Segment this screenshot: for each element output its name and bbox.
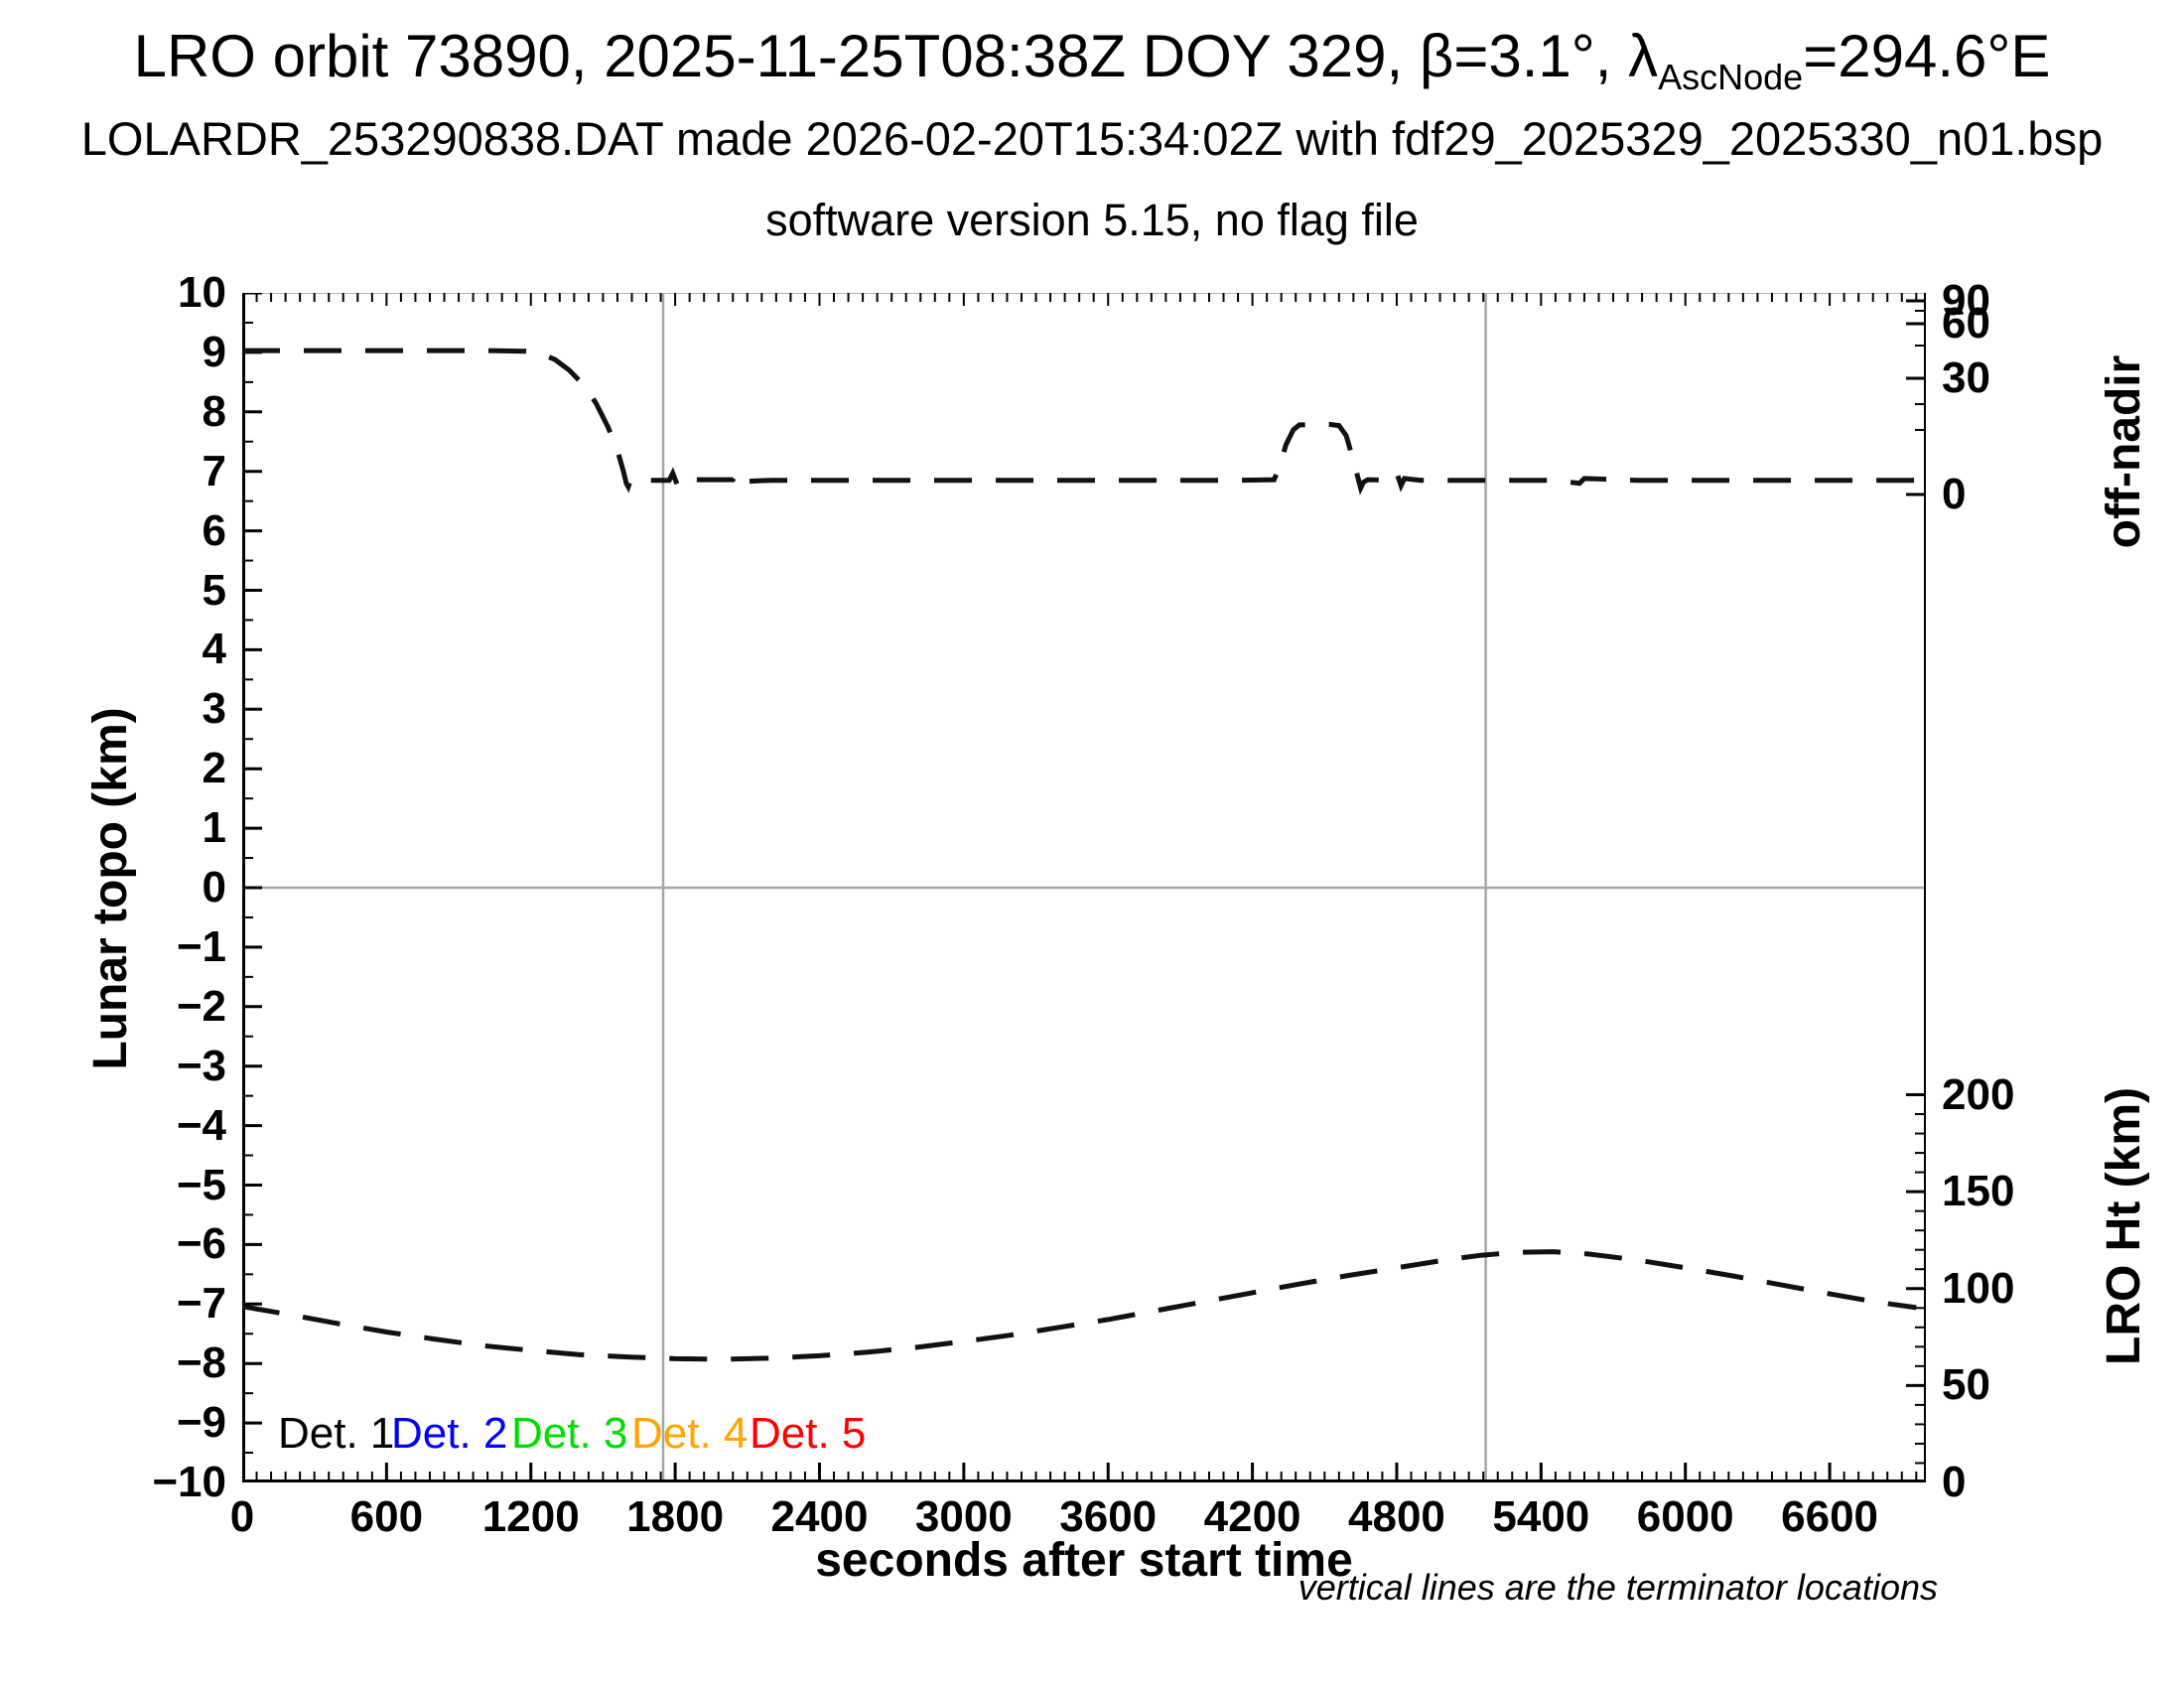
x-tick-label: 4200 (1203, 1492, 1301, 1541)
plot-area (242, 293, 1926, 1482)
terminator-footnote: vertical lines are the terminator locati… (1297, 1567, 1938, 1608)
y-left-tick-label: 10 (178, 268, 226, 317)
legend-item-det1: Det. 1 (278, 1409, 395, 1458)
off-nadir-tick-label: 0 (1942, 470, 1967, 518)
title-subscript: AscNode (1658, 57, 1804, 97)
legend-item-det4: Det. 4 (631, 1409, 749, 1458)
x-tick-label: 1200 (481, 1492, 580, 1541)
y-left-tick-label: −7 (176, 1279, 226, 1329)
y-left-tick-label: 4 (202, 625, 226, 674)
title-part2: =294.6°E (1803, 23, 2051, 89)
lro-ht-tick-label: 100 (1942, 1263, 2015, 1313)
x-tick-label: 0 (229, 1492, 255, 1541)
y-left-tick-label: −4 (176, 1100, 226, 1150)
x-tick-label: 2400 (770, 1492, 869, 1541)
off-nadir-curve (242, 348, 1917, 495)
x-tick-label: 600 (349, 1492, 424, 1541)
y-left-tick-label: 7 (202, 446, 226, 495)
x-tick-label: 3000 (914, 1492, 1013, 1541)
x-axis-title: seconds after start time (815, 1534, 1353, 1587)
y-left-tick-label: 6 (202, 505, 226, 555)
lro-ht-tick-label: 150 (1942, 1167, 2015, 1216)
y-left-tick-label: −1 (176, 921, 226, 971)
off-nadir-tick-label: 30 (1942, 353, 1990, 402)
y-left-tick-label: −9 (176, 1398, 226, 1448)
off-nadir-tick-label: 90 (1942, 276, 1990, 325)
lro-ht-tick-label: 200 (1942, 1069, 2015, 1119)
page-title: LRO orbit 73890, 2025-11-25T08:38Z DOY 3… (0, 22, 2184, 98)
y-left-tick-label: 0 (202, 863, 226, 912)
y-left-tick-label: −2 (176, 981, 226, 1031)
x-tick-label: 6600 (1781, 1492, 1879, 1541)
y-left-tick-label: 5 (202, 565, 226, 615)
legend-item-det5: Det. 5 (750, 1409, 867, 1458)
title-part1: LRO orbit 73890, 2025-11-25T08:38Z DOY 3… (133, 23, 1659, 89)
right-bottom-axis-title: LRO Ht (km) (2098, 1087, 2150, 1365)
lro-ht-tick-label: 0 (1942, 1458, 1967, 1506)
y-left-tick-label: 8 (202, 386, 226, 436)
x-tick-label: 5400 (1492, 1492, 1590, 1541)
subtitle-file-line: LOLARDR_253290838.DAT made 2026-02-20T15… (80, 112, 2104, 165)
y-left-tick-label: 9 (202, 327, 226, 376)
right-top-axis-title: off-nadir (2098, 354, 2150, 549)
x-tick-label: 3600 (1059, 1492, 1158, 1541)
lro-height-curve (242, 1249, 1917, 1362)
lro-ht-tick-label: 50 (1942, 1360, 1990, 1410)
x-tick-label: 4800 (1348, 1492, 1445, 1541)
y-left-tick-label: −8 (176, 1338, 226, 1388)
x-tick-label: 1800 (626, 1492, 725, 1541)
off-nadir-tick-label: 60 (1942, 299, 1990, 348)
subtitle-version-line: software version 5.15, no flag file (765, 195, 1419, 245)
legend-item-det2: Det. 2 (391, 1409, 508, 1458)
y-left-tick-label: −10 (152, 1458, 226, 1506)
y-left-tick-label: 1 (202, 803, 226, 853)
y-left-tick-label: −3 (176, 1041, 226, 1090)
y-left-tick-label: 3 (202, 684, 226, 734)
legend-item-det3: Det. 3 (511, 1409, 628, 1458)
y-left-tick-label: −6 (176, 1219, 226, 1269)
y-left-tick-label: 2 (202, 744, 226, 793)
y-left-tick-label: −5 (176, 1160, 226, 1209)
x-tick-label: 6000 (1636, 1492, 1734, 1541)
